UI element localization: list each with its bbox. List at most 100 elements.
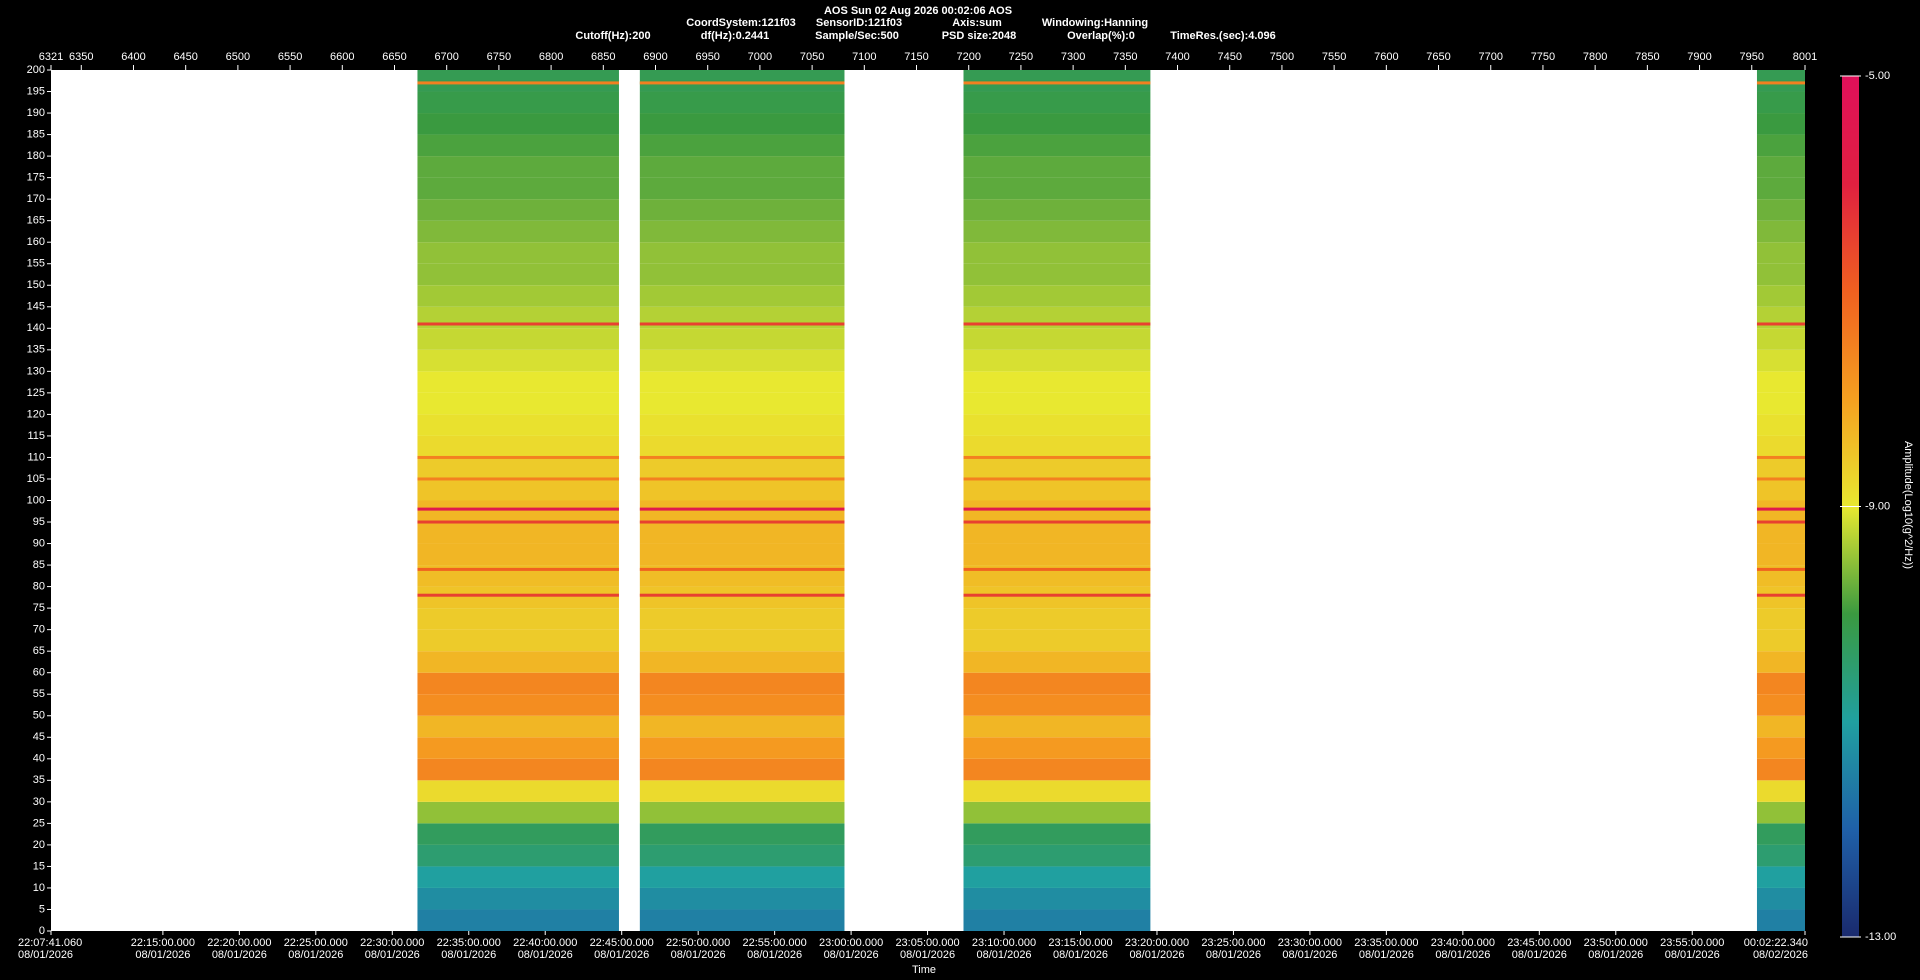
spectral-line: [1756, 81, 1805, 85]
x-tick-label: 6750: [487, 51, 511, 63]
subtitle-item: TimeRes.(sec):4.096: [1170, 30, 1276, 42]
spectrogram-cell: [639, 651, 845, 673]
spectrogram-cell: [1756, 328, 1805, 350]
spectrogram-cell: [963, 328, 1151, 350]
time-tick-label: 23:20:00.000: [1125, 937, 1189, 949]
spectrogram-cell: [417, 823, 619, 845]
y-tick-label: 10: [33, 882, 45, 894]
x-tick-label: 7550: [1322, 51, 1346, 63]
spectral-line: [417, 507, 619, 511]
x-tick-label: 8001: [1793, 51, 1817, 63]
spectrogram-cell: [963, 608, 1151, 630]
spectrogram-cell: [417, 392, 619, 415]
time-tick-date: 08/01/2026: [212, 949, 267, 961]
colorbar-label: Amplitude(Log10(g^2/Hz)): [1902, 441, 1914, 569]
spectrogram-cell: [1756, 113, 1805, 135]
x-tick-label: 7600: [1374, 51, 1398, 63]
spectrogram-cell: [639, 242, 845, 264]
spectrogram-cell: [639, 263, 845, 286]
x-tick-label: 6600: [330, 51, 354, 63]
y-tick-label: 100: [27, 494, 45, 506]
subtitle-item: PSD size:2048: [942, 30, 1017, 42]
spectrogram-cell: [417, 134, 619, 157]
spectrogram-cell: [963, 285, 1151, 307]
spectrogram-cell: [1756, 500, 1805, 523]
spectrogram-cell: [963, 866, 1151, 888]
spectrogram-cell: [1756, 371, 1805, 393]
y-tick-label: 95: [33, 516, 45, 528]
time-tick-date: 08/01/2026: [441, 949, 496, 961]
colorbar-tick-label: -5.00: [1865, 70, 1890, 82]
spectrogram-cell: [639, 629, 845, 652]
spectrogram-cell: [963, 887, 1151, 910]
spectrogram-cell: [1756, 478, 1805, 501]
spectrogram-cell: [417, 758, 619, 781]
spectral-line: [1756, 455, 1805, 459]
colorbar-tick-label: -9.00: [1865, 500, 1890, 512]
spectrogram-cell: [639, 392, 845, 415]
spectrogram-cell: [417, 414, 619, 436]
spectrogram-cell: [963, 242, 1151, 264]
y-tick-label: 50: [33, 710, 45, 722]
spectrogram-cell: [417, 242, 619, 264]
spectrogram-cell: [963, 349, 1151, 372]
time-tick-label: 23:40:00.000: [1431, 937, 1495, 949]
time-tick-label: 22:25:00.000: [284, 937, 348, 949]
spectral-line: [1756, 567, 1805, 571]
spectral-line: [417, 477, 619, 481]
spectrogram-cell: [417, 500, 619, 523]
spectrogram-cell: [639, 91, 845, 114]
spectral-line: [1756, 477, 1805, 481]
x-tick-label: 6950: [695, 51, 719, 63]
subtitle-item: Overlap(%):0: [1067, 30, 1135, 42]
time-tick-date: 08/01/2026: [518, 949, 573, 961]
spectrogram-cell: [963, 586, 1151, 609]
spectrogram-cell: [417, 522, 619, 544]
y-tick-label: 65: [33, 645, 45, 657]
spectrogram-cell: [417, 371, 619, 393]
y-tick-label: 70: [33, 624, 45, 636]
spectrogram-cell: [417, 349, 619, 372]
spectrogram-cell: [639, 586, 845, 609]
time-tick-label: 22:20:00.000: [207, 937, 271, 949]
spectral-line: [417, 81, 619, 85]
spectrogram-cell: [417, 586, 619, 609]
subtitle-item: Sample/Sec:500: [815, 30, 899, 42]
spectrogram-cell: [639, 887, 845, 910]
x-tick-label: 6500: [226, 51, 250, 63]
chart-title: AOS Sun 02 Aug 2026 00:02:06 AOS: [824, 5, 1012, 17]
time-tick-date: 08/01/2026: [135, 949, 190, 961]
time-tick-date: 08/01/2026: [1282, 949, 1337, 961]
y-tick-label: 85: [33, 559, 45, 571]
y-tick-label: 75: [33, 602, 45, 614]
spectrogram-cell: [417, 629, 619, 652]
y-tick-label: 200: [27, 64, 45, 76]
time-tick-date: 08/01/2026: [365, 949, 420, 961]
y-tick-label: 115: [27, 430, 45, 442]
spectrogram-cell: [639, 672, 845, 695]
spectrogram-cell: [417, 263, 619, 286]
spectrogram-cell: [417, 694, 619, 716]
subtitle-item: df(Hz):0.2441: [701, 30, 769, 42]
spectral-line: [639, 520, 845, 524]
spectrogram-cell: [417, 70, 619, 92]
spectrogram-cell: [963, 91, 1151, 114]
time-tick-date: 08/01/2026: [18, 949, 73, 961]
spectrogram-cell: [1756, 349, 1805, 372]
spectrogram-cell: [417, 672, 619, 695]
spectrogram-cell: [1756, 715, 1805, 738]
y-tick-label: 120: [27, 408, 45, 420]
spectral-line: [417, 567, 619, 571]
x-tick-label: 7900: [1687, 51, 1711, 63]
spectrogram-cell: [639, 823, 845, 845]
x-tick-label: 6700: [434, 51, 458, 63]
spectrogram-cell: [417, 651, 619, 673]
spectrogram-cell: [1756, 758, 1805, 781]
spectrogram-cell: [1756, 823, 1805, 845]
spectrogram-cell: [417, 177, 619, 200]
spectrogram-cell: [639, 349, 845, 372]
spectrogram-cell: [417, 780, 619, 802]
spectral-line: [963, 520, 1151, 524]
spectrogram-cell: [1756, 543, 1805, 566]
